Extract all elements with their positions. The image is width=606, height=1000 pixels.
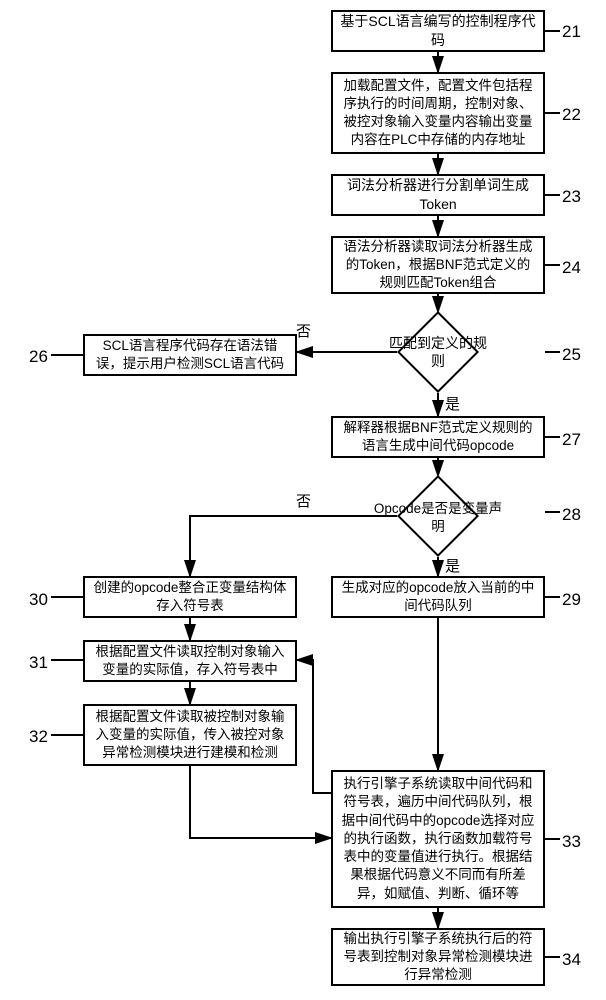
node-22: 加载配置文件，配置文件包括程序执行的时间周期，控制对象、被控对象输入变量内容输出… [331, 72, 545, 154]
node-34: 输出执行引擎子系统执行后的符号表到控制对象异常检测模块进行异常检测 [331, 928, 545, 986]
num-26: 26 [29, 347, 48, 367]
num-32: 32 [29, 727, 48, 747]
num-31: 31 [29, 653, 48, 673]
node-30: 创建的opcode整合正变量结构体存入符号表 [83, 576, 297, 618]
num-23: 23 [562, 187, 581, 207]
node-29: 生成对应的opcode放入当前的中间代码队列 [331, 576, 545, 618]
num-25: 25 [562, 345, 581, 365]
num-34: 34 [562, 950, 581, 970]
decision-25 [397, 311, 479, 393]
num-30: 30 [29, 590, 48, 610]
num-24: 24 [562, 258, 581, 278]
num-29: 29 [562, 590, 581, 610]
num-22: 22 [562, 105, 581, 125]
node-23: 词法分析器进行分割单词生成Token [331, 174, 545, 216]
node-21: 基于SCL语言编写的控制程序代码 [331, 10, 545, 52]
label-yes-28: 是 [445, 555, 460, 576]
node-32: 根据配置文件读取被控制对象输入变量的实际值，传入被控对象异常检测模块进行建模和检… [83, 704, 297, 766]
node-33: 执行引擎子系统读取中间代码和符号表，遍历中间代码队列，根据中间代码中的opcod… [331, 770, 545, 908]
label-no-28: 否 [296, 490, 311, 511]
num-27: 27 [562, 430, 581, 450]
node-24: 语法分析器读取词法分析器生成的Token，根据BNF范式定义的规则匹配Token… [331, 236, 545, 294]
label-yes-25: 是 [445, 393, 460, 414]
node-31: 根据配置文件读取控制对象输入变量的实际值，存入符号表中 [83, 640, 297, 682]
decision-28 [397, 475, 479, 557]
num-33: 33 [562, 832, 581, 852]
label-no-25: 否 [296, 320, 311, 341]
node-26: SCL语言程序代码存在语法错误，提示用户检测SCL语言代码 [83, 334, 297, 376]
num-28: 28 [562, 505, 581, 525]
node-27: 解释器根据BNF范式定义规则的语言生成中间代码opcode [331, 416, 545, 458]
num-21: 21 [562, 22, 581, 42]
